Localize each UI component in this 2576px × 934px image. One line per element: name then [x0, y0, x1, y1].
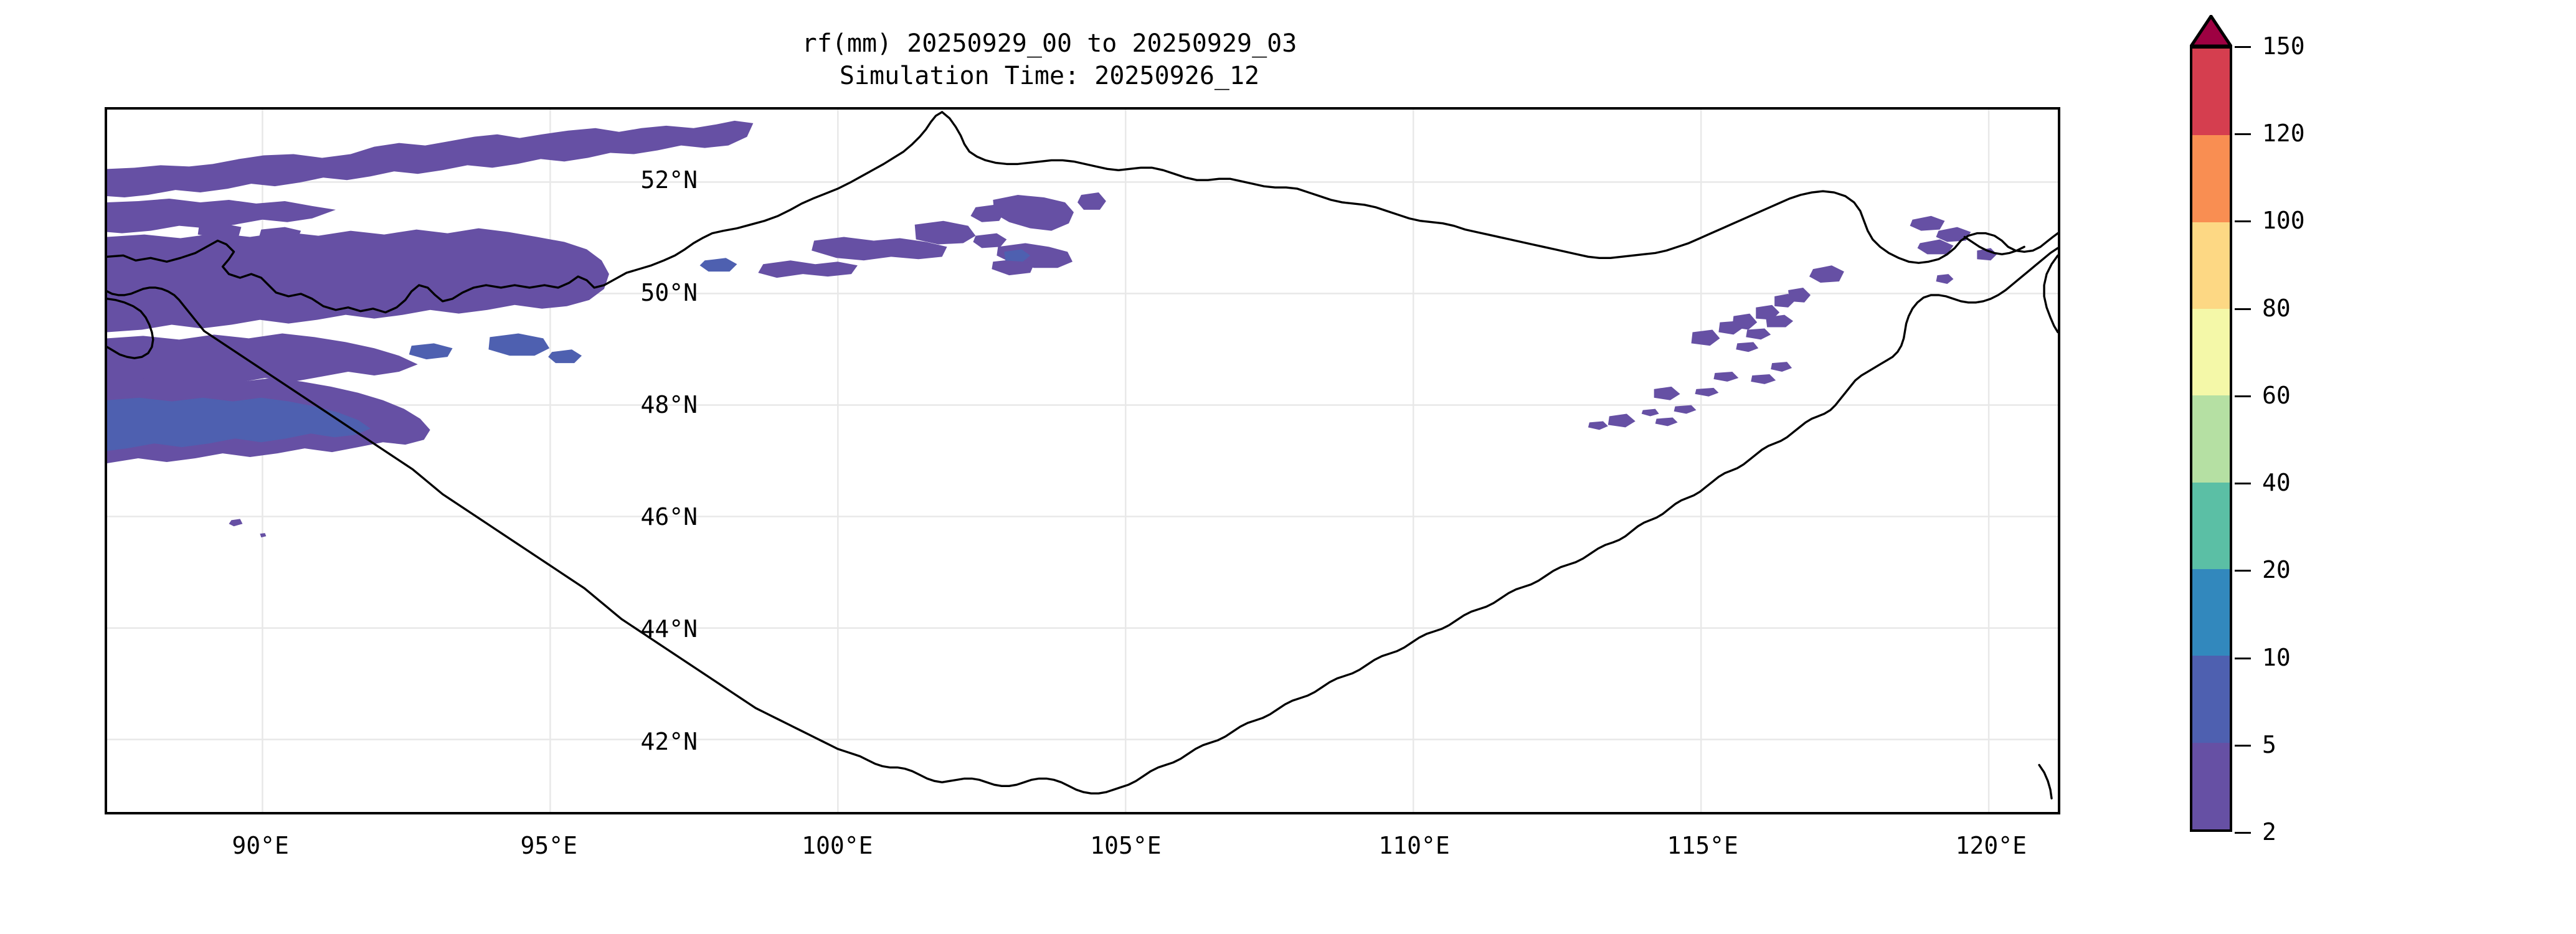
map-svg	[107, 110, 2058, 812]
map-plot-area	[105, 107, 2060, 814]
colorbar-gradient[interactable]	[2190, 46, 2232, 832]
x-tick-label: 110°E	[1378, 832, 1450, 859]
colorbar-tick-label: 40	[2262, 469, 2291, 497]
colorbar-tick-label: 80	[2262, 294, 2291, 322]
colorbar-tick	[2235, 570, 2251, 572]
colorbar-tick	[2235, 832, 2251, 834]
colorbar-segment	[2192, 135, 2230, 222]
precip-band-5-10	[107, 249, 1031, 451]
x-tick-label: 120°E	[1955, 832, 2027, 859]
y-tick-label: 42°N	[640, 727, 698, 755]
y-tick-label: 44°N	[640, 615, 698, 643]
precip-band-2-5	[107, 120, 1997, 538]
colorbar-tick-label: 100	[2262, 207, 2305, 235]
x-tick-label: 95°E	[520, 832, 577, 859]
x-tick-label: 105°E	[1090, 832, 1162, 859]
colorbar-tick-label: 10	[2262, 643, 2291, 671]
colorbar-tick	[2235, 744, 2251, 747]
colorbar-tick-label: 5	[2262, 730, 2276, 758]
colorbar-tick-label: 20	[2262, 556, 2291, 584]
colorbar-segment	[2192, 308, 2230, 396]
colorbar-tick	[2235, 395, 2251, 397]
colorbar-segment	[2192, 49, 2230, 136]
y-tick-label: 48°N	[640, 390, 698, 418]
colorbar-tick	[2235, 220, 2251, 223]
colorbar-tick-label: 2	[2262, 818, 2276, 846]
colorbar-tick-label: 150	[2262, 32, 2305, 60]
gridlines	[107, 110, 2058, 812]
y-tick-label: 50°N	[640, 278, 698, 306]
colorbar-segment	[2192, 656, 2230, 743]
colorbar-segment	[2192, 742, 2230, 829]
map-canvas	[107, 110, 2058, 812]
title-line-1: rf(mm) 20250929_00 to 20250929_03	[802, 29, 1297, 58]
colorbar-extend-arrow-icon	[2190, 15, 2232, 47]
colorbar-tick	[2235, 308, 2251, 310]
x-tick-label: 115°E	[1667, 832, 1738, 859]
country-borders	[107, 111, 2058, 800]
colorbar-segment	[2192, 395, 2230, 483]
colorbar-tick-label: 120	[2262, 120, 2305, 148]
x-tick-label: 90°E	[232, 832, 289, 859]
colorbar-segment	[2192, 482, 2230, 569]
x-tick-label: 100°E	[802, 832, 873, 859]
colorbar-segment	[2192, 568, 2230, 656]
colorbar[interactable]: 150 120 100 80 60 40 20 10 5 2	[2175, 15, 2524, 918]
title-line-2: Simulation Time: 20250926_12	[839, 62, 1260, 90]
y-tick-label: 52°N	[640, 166, 698, 194]
chart-title: rf(mm) 20250929_00 to 20250929_03 Simula…	[0, 27, 2099, 92]
colorbar-tick	[2235, 657, 2251, 659]
colorbar-segment	[2192, 222, 2230, 309]
colorbar-tick	[2235, 483, 2251, 485]
colorbar-tick-label: 60	[2262, 381, 2291, 409]
colorbar-tick	[2235, 133, 2251, 136]
colorbar-tick	[2235, 46, 2251, 48]
y-tick-label: 46°N	[640, 503, 698, 531]
